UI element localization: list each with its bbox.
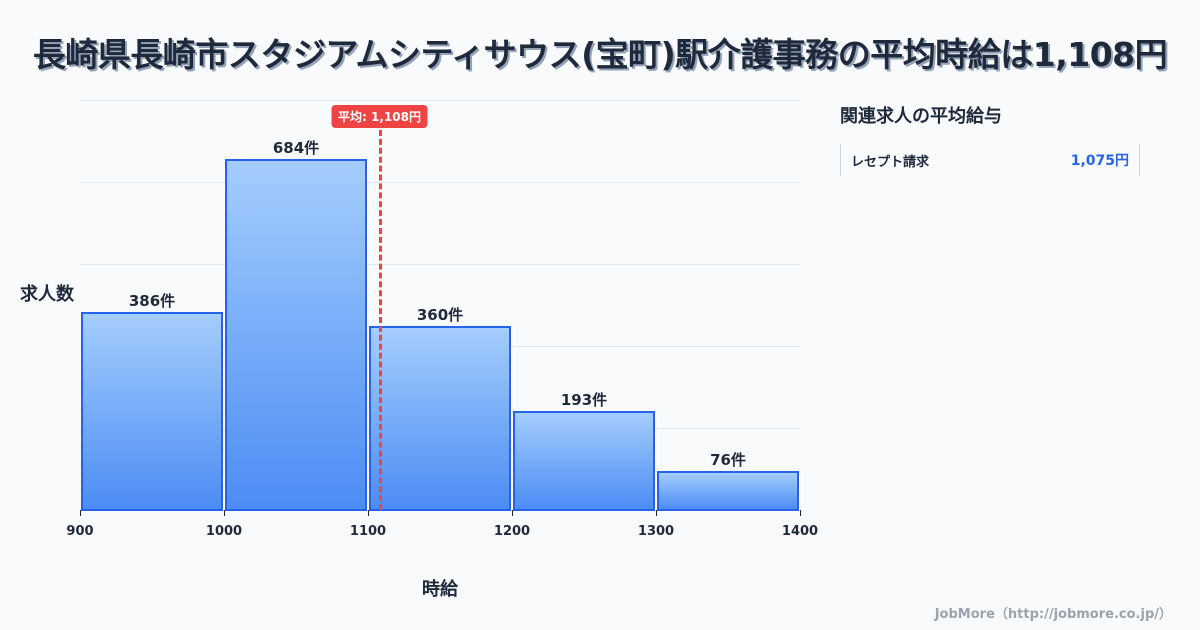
x-tick [656,510,657,516]
x-tick [80,510,81,516]
related-salary-panel: 関連求人の平均給与 レセプト請求 1,075円 [840,102,1170,176]
related-salary-title: 関連求人の平均給与 [840,106,1002,127]
histogram-bar [369,325,511,511]
grid-line [80,100,800,101]
bar-value-label: 193件 [560,391,608,410]
x-tick [368,510,369,516]
histogram-bar [657,471,799,511]
histogram-chart: 求人数 時給 386件 684件 360件 193件 76件 900 1000 1100 120… [20,100,819,600]
histogram-bar [513,411,655,511]
x-tick-label: 1400 [781,524,819,539]
average-badge: 平均: 1,108円 [331,105,428,128]
page-title: 長崎県長崎市スタジアムシティサウス(宝町)駅介護事務の平均時給は1,108円 [32,35,1168,74]
x-tick [800,510,801,516]
grid-line [80,264,800,265]
x-tick-label: 900 [66,524,94,539]
bar-value-label: 386件 [128,292,176,311]
x-tick-label: 1200 [493,524,531,539]
x-tick [512,510,513,516]
histogram-bar [225,159,367,511]
grid-line [80,182,800,183]
bar-value-label: 684件 [272,139,320,158]
bar-value-label: 360件 [416,305,464,324]
related-job-label: レセプト請求 [851,154,930,170]
bar-value-label: 76件 [710,451,746,470]
average-line [378,130,382,510]
related-job-value: 1,075円 [1070,153,1129,169]
x-tick-label: 1300 [637,524,675,539]
x-tick-label: 1100 [349,524,387,539]
x-tick [224,510,225,516]
related-salary-item[interactable]: レセプト請求 1,075円 [840,144,1140,176]
histogram-bar [81,312,223,511]
x-tick-label: 1000 [205,524,243,539]
y-axis-label: 求人数 [20,284,74,305]
x-axis-label: 時給 [422,579,458,600]
footer-credit: JobMore（http://jobmore.co.jp/） [934,607,1172,622]
